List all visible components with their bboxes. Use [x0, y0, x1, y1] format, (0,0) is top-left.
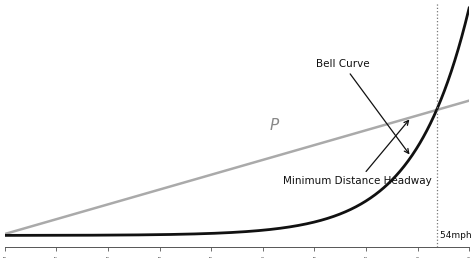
Text: 54mph (vf = 65mp: 54mph (vf = 65mp: [440, 231, 474, 240]
Text: Minimum Distance Headway: Minimum Distance Headway: [283, 121, 432, 186]
Text: Bell Curve: Bell Curve: [316, 59, 409, 153]
Text: P: P: [270, 118, 279, 133]
